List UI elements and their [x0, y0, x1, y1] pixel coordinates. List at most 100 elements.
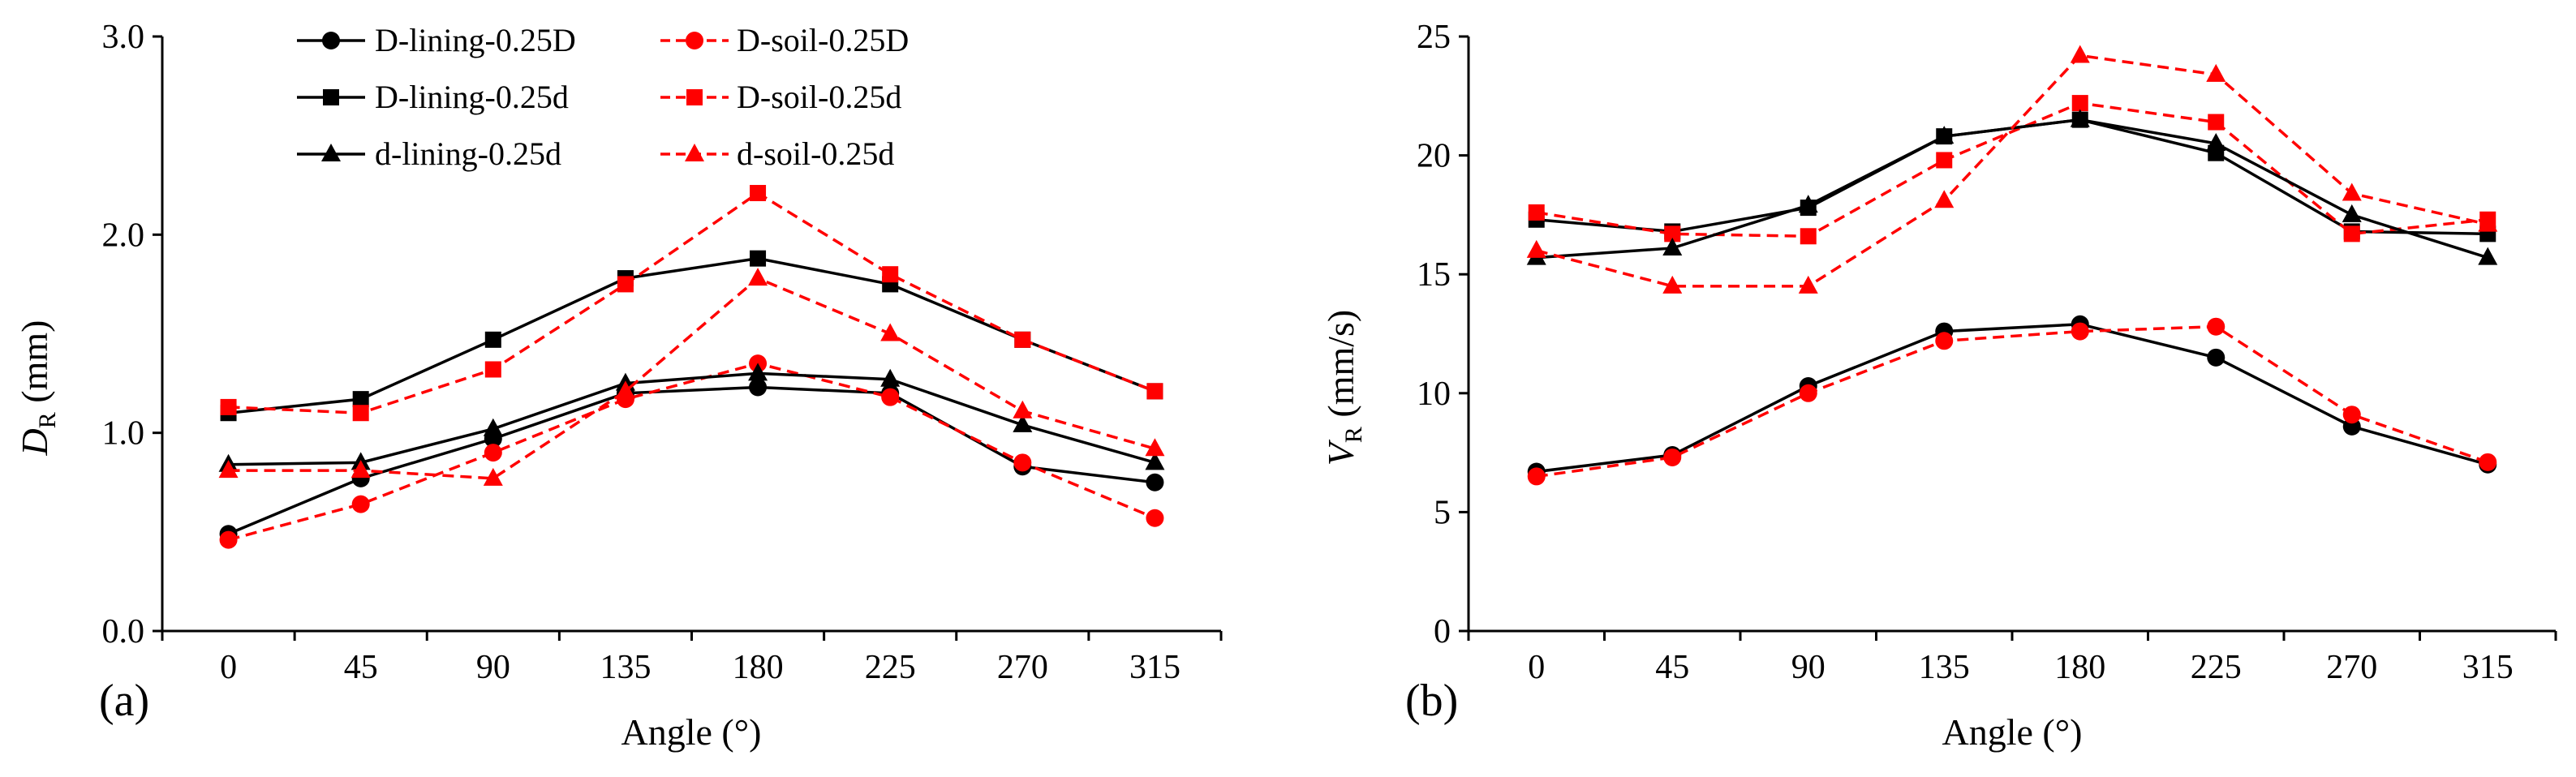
panel-a-series-line [228, 191, 1156, 414]
panel-b-data-point [1800, 228, 1817, 245]
panel-b-data-point [1934, 126, 1955, 144]
panel-a-data-point [750, 185, 767, 202]
panel-a-data-point [1013, 400, 1033, 419]
panel-b-data-point [2478, 213, 2498, 232]
legend-entry: D-lining-0.25D [297, 22, 576, 58]
panel-b-data-point [1526, 239, 1546, 258]
panel-a-legend: D-lining-0.25D D-soil-0.25D D-lining-0.25d… [297, 22, 909, 172]
panel-a-data-point [350, 460, 371, 479]
panel-a-data-point [750, 250, 767, 267]
panel-a-y-tick-label: 1.0 [102, 415, 145, 453]
legend-entry: D-soil-0.25d [660, 79, 901, 115]
panel-b-data-point [1934, 190, 1955, 208]
legend-marker [686, 32, 703, 49]
panel-a-y-tick-label: 2.0 [102, 217, 145, 254]
panel-a-y-axis-label-main: D [14, 428, 55, 456]
legend-label: D-soil-0.25D [737, 22, 909, 58]
panel-a-data-point [484, 331, 501, 348]
panel-b-series-line [1536, 324, 2488, 479]
panel-a-y-axis-label-sub: R [34, 412, 61, 428]
panel-b-data-point [1799, 384, 1817, 402]
legend-marker [685, 144, 704, 161]
panel-b-x-tick-label: 315 [2462, 649, 2514, 686]
panel-b-series [1526, 45, 2498, 486]
panel-a-data-point [1013, 453, 1032, 472]
panel-b-y-axis-label-main: V [1320, 439, 1361, 466]
panel-b-data-point [1528, 204, 1545, 221]
panel-b-series-D-soil-0.25D [1527, 317, 2497, 486]
legend-label: D-soil-0.25d [737, 79, 901, 115]
panel-a-data-point [617, 276, 634, 293]
panel-a-x-tick-label: 45 [344, 649, 378, 686]
panel-a-data-point [351, 495, 370, 513]
panel-a-series-line [228, 256, 1156, 414]
panel-a-series-line [227, 385, 1155, 535]
panel-a-data-point [748, 268, 768, 286]
panel-b-label: (b) [1405, 676, 1458, 726]
panel-a-data-point [1014, 331, 1031, 348]
panel-b-data-point [1663, 448, 1682, 466]
legend-label: d-soil-0.25d [737, 135, 894, 172]
panel-b-data-point [2208, 114, 2225, 131]
panel-b-data-point [1664, 225, 1681, 243]
legend-entry: D-lining-0.25d [297, 79, 569, 115]
panel-a: 0.0 1.0 2.0 3.0 0 45 90 135 180 225 270 315 D-linin… [14, 19, 1223, 753]
panel-a-x-tick-label: 315 [1129, 649, 1180, 686]
panel-b-y-tick-label: 15 [1417, 256, 1451, 294]
panel-b-y-tick-label: 20 [1417, 138, 1451, 175]
panel-b-data-point [1935, 332, 1954, 350]
panel-a-x-tick-label: 135 [600, 649, 651, 686]
panel-a-y-tick-label: 3.0 [102, 19, 145, 56]
panel-b-data-point [2207, 317, 2226, 336]
panel-b-data-point [2207, 348, 2226, 367]
panel-a-data-point [1146, 383, 1163, 400]
panel-b-data-point [2070, 109, 2090, 127]
panel-b-data-point [2206, 132, 2226, 151]
panel-b-x-axis-label: Angle (°) [1942, 711, 2083, 753]
panel-b-data-point [1798, 275, 1818, 294]
panel-a-series [218, 185, 1165, 549]
panel-a-data-point [881, 388, 900, 406]
legend-marker [686, 89, 703, 105]
legend-marker [322, 32, 340, 49]
panel-b-series-line [1536, 323, 2488, 474]
panel-a-data-point [1013, 414, 1033, 432]
panel-b-y-axis-label-unit: (mm/s) [1320, 310, 1361, 427]
panel-b-data-point [1527, 467, 1546, 486]
panel-a-data-point [352, 405, 369, 422]
panel-a-x-tick-label: 0 [220, 649, 237, 686]
panel-a-axes: 0.0 1.0 2.0 3.0 0 45 90 135 180 225 270 315 [102, 19, 1223, 686]
panel-a-data-point [484, 361, 501, 378]
panel-a-data-point [220, 398, 237, 415]
panel-b: 0 5 10 15 20 25 0 45 90 135 180 225 270 315 VR (mm/s)… [1320, 19, 2557, 753]
panel-a-data-point [748, 363, 768, 381]
panel-b-data-point [2342, 182, 2362, 201]
panel-b-x-tick-label: 225 [2191, 649, 2242, 686]
panel-b-data-point [1662, 237, 1683, 255]
panel-b-x-tick-label: 270 [2326, 649, 2377, 686]
panel-b-x-tick-label: 45 [1655, 649, 1689, 686]
panel-b-data-point [2342, 204, 2362, 222]
legend-label: d-lining-0.25d [375, 135, 561, 172]
panel-a-data-point [882, 266, 899, 283]
panel-b-data-point [2478, 247, 2498, 265]
panel-b-data-point [2070, 45, 2090, 63]
panel-b-y-tick-label: 25 [1417, 19, 1451, 56]
panel-a-data-point [218, 460, 239, 479]
panel-a-data-point [615, 380, 635, 399]
panel-b-x-tick-label: 90 [1791, 649, 1826, 686]
panel-b-data-point [2071, 95, 2088, 112]
panel-a-data-point [1145, 438, 1165, 457]
panel-a-label: (a) [99, 676, 149, 726]
panel-b-series-d-soil-0.25d [1526, 45, 2498, 294]
panel-a-data-point [484, 444, 502, 462]
panel-b-y-axis-label: VR (mm/s) [1320, 310, 1367, 466]
panel-a-y-tick-label: 0.0 [102, 613, 145, 650]
panel-a-x-tick-label: 180 [733, 649, 784, 686]
panel-a-series-D-soil-0.25d [220, 185, 1163, 422]
panel-b-data-point [2479, 453, 2497, 471]
panel-a-data-point [483, 467, 503, 486]
panel-b-y-axis-label-sub: R [1340, 427, 1367, 443]
panel-a-data-point [1146, 509, 1164, 527]
